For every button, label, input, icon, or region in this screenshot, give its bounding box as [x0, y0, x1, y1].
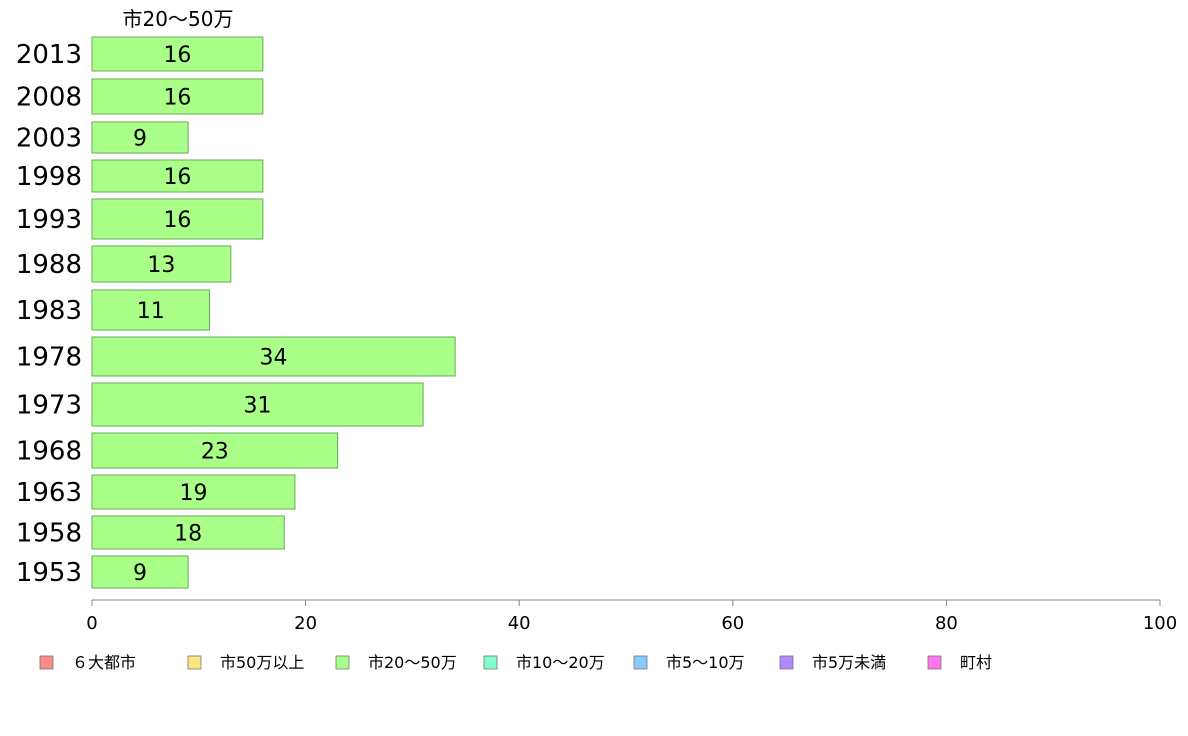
bar-value-label: 23 — [201, 440, 229, 465]
bar — [91, 432, 339, 469]
bar-value-label: 16 — [163, 208, 191, 233]
bar — [91, 555, 189, 589]
series-title: 市20〜50万 — [123, 7, 234, 31]
legend-swatch — [633, 655, 648, 670]
legend-label: 市20〜50万 — [368, 653, 457, 672]
bar — [91, 245, 232, 283]
legend-swatch — [39, 655, 54, 670]
year-label: 1958 — [16, 519, 82, 549]
legend-label: 市10〜20万 — [516, 653, 605, 672]
year-label: 2003 — [16, 124, 82, 154]
bar — [91, 289, 210, 331]
x-tick-label: 100 — [1143, 613, 1177, 634]
bar — [91, 474, 296, 510]
legend-swatch — [927, 655, 942, 670]
x-tick-label: 40 — [508, 613, 531, 634]
bar-value-label: 16 — [163, 86, 191, 111]
legend-swatch — [779, 655, 794, 670]
x-tick-label: 20 — [294, 613, 317, 634]
year-label: 1978 — [16, 343, 82, 373]
bar-value-label: 9 — [133, 561, 147, 586]
x-tick-label: 80 — [935, 613, 958, 634]
bar-value-label: 34 — [260, 346, 288, 371]
year-label: 1998 — [16, 162, 82, 192]
legend-label: 市5万未満 — [812, 653, 886, 672]
bar — [91, 159, 264, 193]
legend-label: ６大都市 — [72, 653, 136, 672]
bar-value-label: 13 — [147, 253, 175, 278]
year-label: 1968 — [16, 437, 82, 467]
year-label: 1953 — [16, 558, 82, 588]
year-label: 1983 — [16, 296, 82, 326]
legend-label: 市50万以上 — [220, 653, 304, 672]
year-label: 2008 — [16, 83, 82, 113]
x-axis: 0 20 40 60 80 100 — [86, 599, 1177, 634]
legend-swatch — [483, 655, 498, 670]
bar-value-label: 9 — [133, 127, 147, 152]
x-tick-label: 0 — [86, 613, 97, 634]
year-label: 1973 — [16, 391, 82, 421]
bar-value-label: 18 — [174, 522, 202, 547]
bar — [91, 336, 456, 377]
bars-group: 2013 16 2008 16 2003 9 1998 16 1993 16 1988 13 1983 1… — [16, 36, 456, 589]
bar — [91, 515, 285, 550]
bar — [91, 198, 264, 240]
bar-value-label: 11 — [137, 299, 165, 324]
year-label: 2013 — [16, 40, 82, 70]
bar — [91, 36, 264, 72]
year-label: 1963 — [16, 478, 82, 508]
bar-value-label: 31 — [244, 394, 272, 419]
legend-label: 市5〜10万 — [666, 653, 745, 672]
bar — [91, 78, 264, 115]
legend-label: 町村 — [960, 653, 992, 672]
legend-swatch — [187, 655, 202, 670]
bar-value-label: 19 — [179, 481, 207, 506]
year-label: 1988 — [16, 250, 82, 280]
bar-value-label: 16 — [163, 43, 191, 68]
x-tick-label: 60 — [721, 613, 744, 634]
bar-value-label: 16 — [163, 165, 191, 190]
bar — [91, 121, 189, 154]
bar — [91, 382, 424, 427]
legend-swatch — [335, 655, 350, 670]
year-label: 1993 — [16, 205, 82, 235]
legend: ６大都市 市50万以上 市20〜50万 市10〜20万 市5〜10万 市5万未満 町村 — [39, 653, 992, 672]
